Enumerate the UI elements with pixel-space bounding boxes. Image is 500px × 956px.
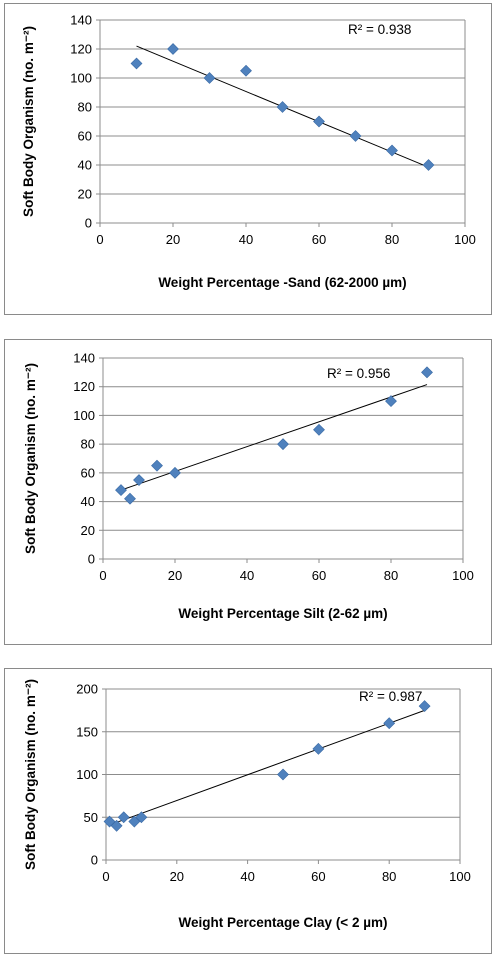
y-tick-label: 20 bbox=[81, 523, 95, 538]
x-tick-label: 100 bbox=[454, 232, 476, 247]
data-point bbox=[151, 459, 163, 472]
trendline bbox=[120, 384, 428, 491]
y-tick-label: 40 bbox=[78, 158, 92, 173]
x-axis-title: Weight Percentage Silt (2-62 µm) bbox=[178, 606, 387, 621]
data-point bbox=[167, 43, 179, 55]
data-point bbox=[130, 57, 143, 70]
data-point bbox=[313, 423, 325, 436]
x-tick-label: 60 bbox=[312, 568, 326, 583]
data-point bbox=[169, 466, 181, 479]
y-tick-label: 100 bbox=[70, 71, 92, 86]
y-tick-label: 0 bbox=[91, 853, 98, 868]
r-squared-label: R² = 0.938 bbox=[348, 22, 411, 37]
x-tick-label: 60 bbox=[312, 232, 326, 247]
data-point bbox=[133, 474, 145, 486]
data-point bbox=[277, 438, 289, 451]
x-axis-title: Weight Percentage Clay (< 2 µm) bbox=[179, 915, 388, 930]
x-tick-label: 100 bbox=[452, 568, 474, 583]
x-tick-label: 80 bbox=[385, 232, 399, 247]
data-point bbox=[277, 768, 289, 781]
chart-sand: 0 20 40 60 80 100 120 140 0 20 40 60 80 100 R² = 0.938… bbox=[4, 3, 492, 315]
x-tick-label: 100 bbox=[449, 869, 471, 884]
x-tick-label: 20 bbox=[170, 869, 184, 884]
data-point bbox=[115, 484, 127, 497]
data-point bbox=[313, 115, 325, 128]
y-tick-label: 0 bbox=[85, 216, 92, 231]
r-squared-label: R² = 0.987 bbox=[359, 689, 422, 704]
y-tick-label: 60 bbox=[81, 465, 95, 480]
y-tick-label: 140 bbox=[73, 351, 95, 366]
chart-svg: 0 50 100 150 200 0 20 40 60 80 100 R² = 0.987 Weight… bbox=[23, 679, 471, 930]
y-tick-label: 50 bbox=[84, 810, 98, 825]
x-tick-label: 0 bbox=[99, 568, 106, 583]
x-tick-label: 40 bbox=[240, 568, 254, 583]
data-point bbox=[421, 366, 433, 379]
data-point bbox=[312, 742, 325, 755]
data-point bbox=[203, 72, 216, 84]
data-point bbox=[110, 819, 123, 832]
y-tick-label: 20 bbox=[78, 187, 92, 202]
y-tick-label: 100 bbox=[73, 408, 95, 423]
x-tick-label: 40 bbox=[239, 232, 253, 247]
y-axis-title: Soft Body Organism (no. m⁻²) bbox=[23, 679, 38, 870]
x-tick-label: 80 bbox=[384, 568, 398, 583]
data-point bbox=[124, 492, 136, 505]
trendline bbox=[109, 709, 425, 826]
y-tick-label: 200 bbox=[76, 682, 98, 697]
chart-silt: 0 20 40 60 80 100 120 140 0 20 40 60 80 100 R² = 0.956… bbox=[4, 339, 492, 645]
y-tick-label: 100 bbox=[76, 767, 98, 782]
data-point bbox=[349, 130, 362, 142]
y-tick-label: 140 bbox=[70, 13, 92, 28]
y-axis-title: Soft Body Organism (no. m⁻²) bbox=[23, 363, 38, 554]
data-point bbox=[386, 144, 398, 157]
data-point bbox=[383, 717, 396, 730]
x-tick-label: 20 bbox=[166, 232, 180, 247]
data-point bbox=[418, 700, 431, 713]
x-axis-title: Weight Percentage -Sand (62-2000 µm) bbox=[158, 275, 406, 290]
y-tick-label: 40 bbox=[81, 494, 95, 509]
data-point bbox=[240, 64, 252, 77]
y-tick-label: 120 bbox=[73, 379, 95, 394]
data-point bbox=[422, 159, 435, 171]
data-point bbox=[117, 811, 130, 824]
chart-svg: 0 20 40 60 80 100 120 140 0 20 40 60 80 100 R² = 0.956… bbox=[23, 351, 474, 622]
y-tick-label: 150 bbox=[76, 724, 98, 739]
x-tick-label: 0 bbox=[96, 232, 103, 247]
x-tick-label: 80 bbox=[382, 869, 396, 884]
chart-svg: 0 20 40 60 80 100 120 140 0 20 40 60 80 100 R² = 0.938… bbox=[21, 13, 476, 291]
y-axis-title: Soft Body Organism (no. m⁻²) bbox=[21, 26, 36, 217]
y-tick-label: 60 bbox=[78, 129, 92, 144]
x-tick-label: 0 bbox=[102, 869, 109, 884]
chart-clay: 0 50 100 150 200 0 20 40 60 80 100 R² = 0.987 Weight… bbox=[4, 668, 492, 954]
r-squared-label: R² = 0.956 bbox=[327, 366, 390, 381]
y-tick-label: 80 bbox=[81, 437, 95, 452]
y-tick-label: 0 bbox=[88, 552, 95, 567]
y-tick-label: 120 bbox=[70, 42, 92, 57]
data-point bbox=[135, 811, 148, 824]
y-tick-label: 80 bbox=[78, 100, 92, 115]
x-tick-label: 40 bbox=[240, 869, 254, 884]
data-point bbox=[276, 101, 289, 113]
data-point bbox=[385, 395, 397, 407]
x-tick-label: 60 bbox=[311, 869, 325, 884]
x-tick-label: 20 bbox=[168, 568, 182, 583]
